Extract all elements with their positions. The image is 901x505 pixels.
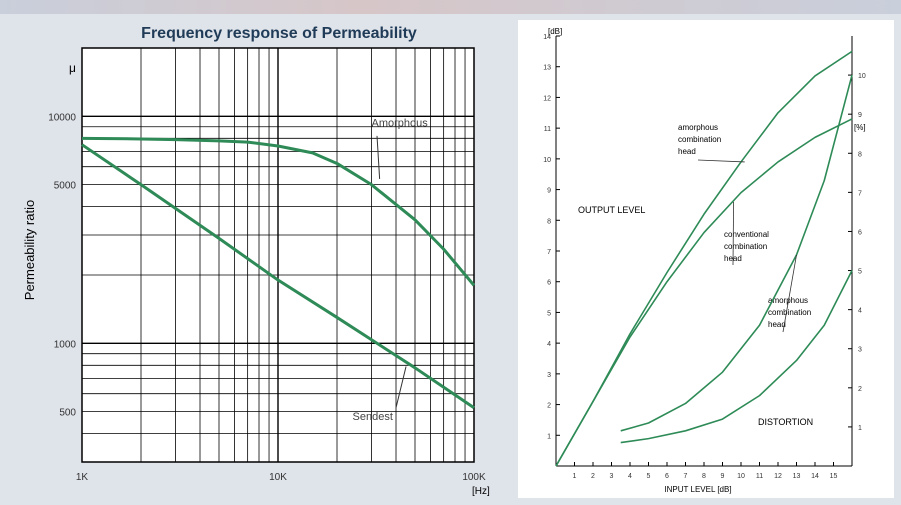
y-tick-label: 10000 bbox=[48, 112, 76, 123]
annotation-conventional-1: conventional bbox=[724, 230, 769, 239]
top-banner-strip bbox=[0, 0, 901, 14]
series-line-distortion-2 bbox=[620, 74, 853, 432]
x-tick-label: 4 bbox=[628, 473, 632, 480]
right-y-tick-label: 6 bbox=[858, 229, 862, 236]
series-line-amorphous bbox=[81, 136, 476, 287]
annotation-amorphous-output-3: head bbox=[678, 147, 696, 156]
callout-line-sendest bbox=[395, 366, 407, 408]
right-y-tick-label: 7 bbox=[858, 190, 862, 197]
x-axis-unit: [Hz] bbox=[472, 486, 490, 497]
y-tick-label: 1000 bbox=[54, 339, 77, 350]
x-tick-label: 8 bbox=[702, 473, 706, 480]
y-tick-label: 5000 bbox=[54, 181, 77, 192]
left-y-tick-label: 4 bbox=[547, 341, 551, 348]
x-tick-label: 5 bbox=[647, 473, 651, 480]
left-y-tick-label: 12 bbox=[543, 95, 551, 102]
x-tick-label: 11 bbox=[756, 473, 763, 480]
left-y-tick-label: 5 bbox=[547, 310, 551, 317]
series-line-distortion-3 bbox=[620, 270, 853, 444]
left-y-tick-label: 9 bbox=[547, 188, 551, 195]
right-y-tick-label: 1 bbox=[858, 425, 862, 432]
left-y-unit: [dB] bbox=[548, 27, 562, 36]
annotation-distortion: DISTORTION bbox=[758, 417, 813, 427]
series-line-sendest bbox=[81, 143, 475, 410]
x-tick-label: 2 bbox=[591, 473, 595, 480]
x-tick-label: 7 bbox=[684, 473, 688, 480]
x-tick-label: 13 bbox=[793, 473, 801, 480]
series-label-amorphous: Amorphous bbox=[372, 118, 429, 130]
x-tick-label: 1K bbox=[76, 472, 89, 483]
level-distortion-chart-panel: [dB] [%] INPUT LEVEL [dB] OUTPUT LEVEL D… bbox=[518, 20, 894, 498]
x-tick-label: 15 bbox=[830, 473, 838, 480]
right-y-tick-label: 2 bbox=[858, 386, 862, 393]
annotation-pointer-0 bbox=[697, 159, 745, 163]
annotation-pointer-2 bbox=[782, 254, 797, 333]
right-y-tick-label: 5 bbox=[858, 269, 862, 276]
annotation-output-level: OUTPUT LEVEL bbox=[578, 205, 645, 215]
series-label-sendest: Sendest bbox=[353, 411, 393, 423]
x-tick-label: 12 bbox=[774, 473, 782, 480]
series-line-output-1 bbox=[555, 118, 853, 467]
right-y-tick-label: 3 bbox=[858, 347, 862, 354]
x-tick-label: 1 bbox=[573, 473, 577, 480]
left-y-tick-label: 8 bbox=[547, 218, 551, 225]
x-tick-label: 10K bbox=[269, 472, 287, 483]
right-y-tick-label: 4 bbox=[858, 308, 862, 315]
x-tick-label: 100K bbox=[462, 472, 486, 483]
left-y-tick-label: 13 bbox=[543, 65, 551, 72]
left-y-tick-label: 3 bbox=[547, 372, 551, 379]
series-line-output-0 bbox=[555, 50, 853, 467]
left-y-tick-label: 6 bbox=[547, 280, 551, 287]
left-y-tick-label: 1 bbox=[547, 433, 551, 440]
annotation-amorphous-output-2: combination bbox=[678, 135, 721, 144]
left-y-tick-label: 2 bbox=[547, 403, 551, 410]
x-tick-label: 14 bbox=[811, 473, 819, 480]
right-y-tick-label: 8 bbox=[858, 151, 862, 158]
x-tick-label: 3 bbox=[610, 473, 614, 480]
x-tick-label: 10 bbox=[737, 473, 745, 480]
y-tick-label: 500 bbox=[59, 408, 76, 419]
x-axis-label: INPUT LEVEL [dB] bbox=[664, 485, 731, 494]
annotation-amorphous-distortion-2: combination bbox=[768, 308, 811, 317]
left-y-tick-label: 10 bbox=[543, 157, 551, 164]
left-y-tick-label: 11 bbox=[544, 126, 551, 133]
y-axis-symbol: μ bbox=[69, 61, 76, 75]
right-y-tick-label: 9 bbox=[858, 112, 862, 119]
permeability-chart-panel: Frequency response of Permeability μ Per… bbox=[14, 20, 504, 498]
callout-line-amorphous bbox=[376, 135, 381, 179]
annotation-pointer-1 bbox=[732, 201, 734, 266]
annotation-amorphous-output-1: amorphous bbox=[678, 123, 718, 132]
annotation-amorphous-distortion-3: head bbox=[768, 320, 786, 329]
permeability-chart: Frequency response of Permeability μ Per… bbox=[22, 25, 490, 497]
left-y-tick-label: 14 bbox=[543, 34, 551, 41]
x-tick-label: 6 bbox=[665, 473, 669, 480]
left-y-tick-label: 7 bbox=[547, 249, 551, 256]
annotation-amorphous-distortion-1: amorphous bbox=[768, 296, 808, 305]
right-y-tick-label: 10 bbox=[858, 73, 866, 80]
x-tick-label: 9 bbox=[721, 473, 725, 480]
right-y-unit: [%] bbox=[854, 123, 866, 132]
annotation-conventional-2: combination bbox=[724, 242, 767, 251]
y-axis-label: Permeability ratio bbox=[22, 200, 37, 300]
chart-title: Frequency response of Permeability bbox=[141, 25, 417, 42]
level-distortion-chart: [dB] [%] INPUT LEVEL [dB] OUTPUT LEVEL D… bbox=[543, 27, 866, 494]
